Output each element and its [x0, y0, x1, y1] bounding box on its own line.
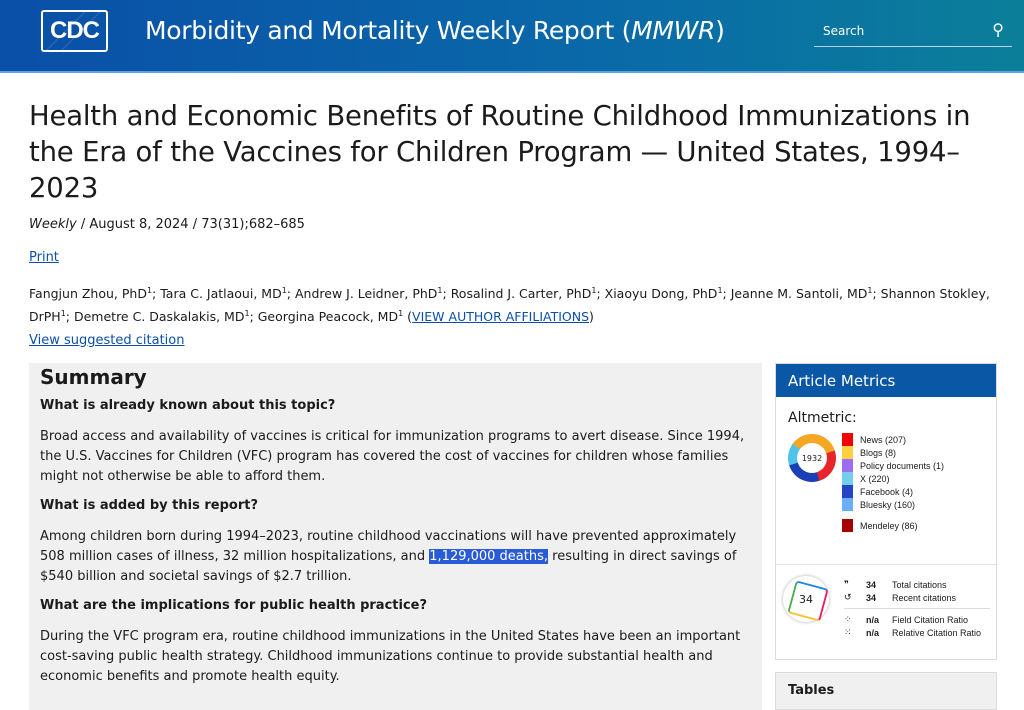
search-placeholder: Search: [823, 24, 865, 38]
altmetric-badge[interactable]: 1932: [788, 434, 836, 482]
citation-value: 34: [866, 579, 877, 590]
dimensions-score: 34: [799, 592, 813, 606]
suggested-citation-link[interactable]: View suggested citation: [29, 333, 185, 348]
affiliation-superscript: 1: [244, 309, 250, 319]
legend-swatch: [842, 519, 853, 532]
affiliation-superscript: 1: [867, 286, 873, 295]
summary-answer: Broad access and availability of vaccine…: [40, 429, 745, 484]
citation-label: Relative Citation Ratio: [892, 627, 982, 638]
cdc-logo[interactable]: CDC: [41, 10, 108, 52]
legend-swatch: [842, 485, 853, 498]
highlighted-text: 1,129,000 deaths,: [429, 549, 549, 564]
legend-label: Blogs (8): [860, 447, 897, 458]
author-list: Fangjun Zhou, PhD1; Tara C. Jatlaoui, MD…: [29, 286, 990, 325]
relative-ratio-icon: ⁙: [844, 627, 852, 637]
search-icon[interactable]: ⚲: [992, 20, 1004, 39]
legend-label: Policy documents (1): [860, 460, 945, 471]
citation-row: ❞ 34 Total citations: [844, 578, 990, 591]
article-metrics-title: Article Metrics: [776, 364, 996, 397]
author-name: Xiaoyu Dong, PhD: [604, 286, 718, 302]
legend-label: X (220): [860, 473, 890, 484]
site-title-close: ): [715, 16, 725, 45]
author-name: Demetre C. Daskalakis, MD: [73, 309, 245, 325]
publication-meta: Weekly / August 8, 2024 / 73(31);682–685: [29, 217, 305, 232]
legend-swatch: [842, 472, 853, 485]
site-title-abbr: MMWR: [631, 16, 716, 45]
site-header: CDC Morbidity and Mortality Weekly Repor…: [0, 0, 1024, 73]
altmetric-legend-item[interactable]: Mendeley (86): [842, 519, 944, 532]
quote-icon: ❞: [844, 579, 849, 589]
altmetric-legend-item[interactable]: Policy documents (1): [842, 459, 944, 472]
print-link[interactable]: Print: [29, 250, 59, 265]
citation-stats: ❞ 34 Total citations ↺ 34 Recent citations ⁘ n/…: [844, 578, 990, 639]
affiliation-superscript: 1: [398, 309, 404, 319]
legend-label: Mendeley (86): [860, 520, 918, 531]
tables-section[interactable]: Tables: [775, 672, 997, 710]
author-name: Georgina Peacock, MD: [257, 309, 399, 325]
citation-row: ↺ 34 Recent citations: [844, 591, 990, 604]
affiliation-superscript: 1: [437, 286, 443, 295]
affiliation-superscript: 1: [60, 309, 66, 319]
field-ratio-icon: ⁘: [844, 614, 852, 624]
author-name: Shannon Stokley, DrPH: [29, 286, 990, 325]
site-title[interactable]: Morbidity and Mortality Weekly Report (M…: [145, 16, 725, 45]
citation-label: Total citations: [892, 579, 947, 590]
altmetric-legend-item[interactable]: Blogs (8): [842, 446, 944, 459]
altmetric-score: 1932: [797, 443, 827, 473]
affiliation-superscript: 1: [281, 286, 287, 295]
legend-label: Facebook (4): [860, 486, 914, 497]
citation-value: 34: [866, 592, 877, 603]
author-affiliations-link[interactable]: VIEW AUTHOR AFFILIATIONS: [412, 309, 590, 325]
citation-label: Recent citations: [892, 592, 957, 603]
citation-label: Field Citation Ratio: [892, 614, 969, 625]
summary-answer: Among children born during 1994–2023, ro…: [40, 527, 751, 587]
page-title: Health and Economic Benefits of Routine …: [29, 100, 971, 204]
author-name: Tara C. Jatlaoui, MD: [160, 286, 282, 302]
summary-question: What is added by this report?: [40, 498, 258, 513]
legend-label: News (207): [860, 434, 907, 445]
summary-question: What is already known about this topic?: [40, 398, 336, 413]
summary-title: Summary: [40, 365, 147, 389]
altmetric-legend-item[interactable]: Bluesky (160): [842, 498, 944, 511]
citation-value: n/a: [866, 627, 880, 638]
author-name: Jeanne M. Santoli, MD: [730, 286, 868, 302]
affiliation-superscript: 1: [717, 286, 723, 295]
divider: [776, 564, 996, 565]
publication-date: / August 8, 2024 / 73(31);682–685: [76, 217, 305, 232]
site-title-text: Morbidity and Mortality Weekly Report (: [145, 16, 632, 45]
altmetric-legend: News (207) Blogs (8) Policy documents (1) X…: [842, 433, 944, 532]
summary-box: Summary What is already known about this…: [29, 363, 762, 710]
answer-text: Among children born during 1994–2023, ro…: [40, 529, 737, 564]
summary-question: What are the implications for public hea…: [40, 598, 428, 613]
dimensions-badge[interactable]: 34: [783, 576, 829, 622]
altmetric-legend-item[interactable]: X (220): [842, 472, 944, 485]
answer-text: resulting in direct savings of $540 bill…: [40, 549, 737, 584]
author-name: Rosalind J. Carter, PhD: [450, 286, 592, 302]
citation-row: ⁙ n/a Relative Citation Ratio: [844, 626, 990, 639]
article-metrics-panel: Article Metrics Altmetric: 1932 News (20…: [775, 363, 997, 660]
legend-swatch: [842, 459, 853, 472]
series-name: Weekly: [29, 217, 77, 232]
legend-swatch: [842, 446, 853, 459]
citation-value: n/a: [866, 614, 880, 625]
affiliation-superscript: 1: [591, 286, 597, 295]
divider: [844, 608, 990, 609]
altmetric-legend-item[interactable]: Facebook (4): [842, 485, 944, 498]
altmetric-label: Altmetric:: [788, 410, 857, 426]
legend-swatch: [842, 498, 853, 511]
legend-swatch: [842, 433, 853, 446]
citation-row: ⁘ n/a Field Citation Ratio: [844, 613, 990, 626]
altmetric-legend-item[interactable]: News (207): [842, 433, 944, 446]
affiliation-superscript: 1: [146, 286, 153, 295]
author-name: Andrew J. Leidner, PhD: [294, 286, 438, 302]
search-input[interactable]: Search ⚲: [814, 18, 1012, 47]
summary-answer: During the VFC program era, routine chil…: [40, 629, 741, 684]
legend-label: Bluesky (160): [860, 499, 916, 510]
author-name: Fangjun Zhou, PhD: [29, 286, 147, 302]
history-icon: ↺: [844, 592, 852, 602]
